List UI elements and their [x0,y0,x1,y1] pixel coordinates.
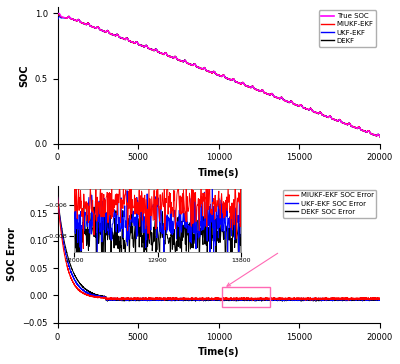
Legend: True SOC, MIUKF-EKF, UKF-EKF, DEKF: True SOC, MIUKF-EKF, UKF-EKF, DEKF [319,11,376,47]
X-axis label: Time(s): Time(s) [198,168,240,178]
Bar [222,287,270,308]
Legend: MIUKF-EKF SOC Error, UKF-EKF SOC Error, DEKF SOC Error: MIUKF-EKF SOC Error, UKF-EKF SOC Error, … [283,190,376,218]
Y-axis label: SOC: SOC [19,64,29,87]
Y-axis label: SOC Error: SOC Error [7,228,17,281]
X-axis label: Time(s): Time(s) [198,347,240,357]
